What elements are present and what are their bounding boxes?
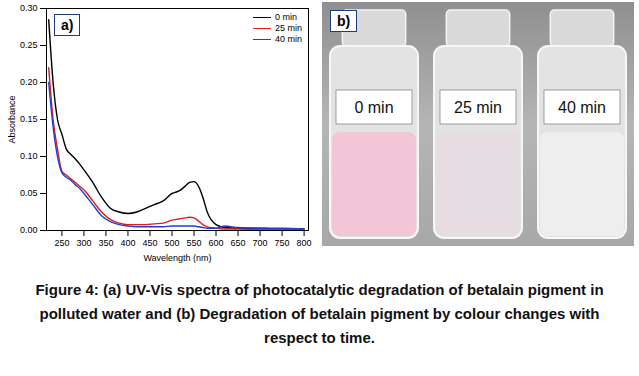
svg-text:600: 600 [209, 238, 224, 248]
html-text:a): a) [61, 17, 74, 33]
html-text:Figure 4: (a) UV-Vis spectra o: Figure 4: (a) UV-Vis spectra of photocat… [35, 281, 604, 346]
svg-text:0.10: 0.10 [20, 151, 38, 161]
svg-text:0 min: 0 min [354, 99, 393, 116]
svg-text:0.20: 0.20 [20, 77, 38, 87]
svg-text:700: 700 [253, 238, 268, 248]
html-text:0 min: 0 min [275, 12, 297, 22]
svg-text:25 min: 25 min [454, 99, 502, 116]
svg-text:450: 450 [142, 238, 157, 248]
svg-text:750: 750 [275, 238, 290, 248]
html-text:40 min: 40 min [275, 34, 302, 44]
html-text:b): b) [337, 13, 351, 29]
svg-text:250: 250 [54, 238, 69, 248]
html-text:25 min: 25 min [275, 23, 302, 33]
svg-text:0.05: 0.05 [20, 188, 38, 198]
svg-text:500: 500 [164, 238, 179, 248]
svg-text:300: 300 [76, 238, 91, 248]
svg-text:Wavelength (nm): Wavelength (nm) [143, 253, 211, 263]
svg-text:0.00: 0.00 [20, 225, 38, 235]
svg-text:40 min: 40 min [558, 99, 606, 116]
svg-text:350: 350 [98, 238, 113, 248]
svg-text:400: 400 [120, 238, 135, 248]
svg-text:800: 800 [297, 238, 312, 248]
svg-text:550: 550 [186, 238, 201, 248]
svg-text:0.30: 0.30 [20, 3, 38, 13]
svg-text:0.15: 0.15 [20, 114, 38, 124]
svg-text:650: 650 [231, 238, 246, 248]
svg-text:0.25: 0.25 [20, 40, 38, 50]
svg-text:Absorbance: Absorbance [7, 95, 17, 143]
